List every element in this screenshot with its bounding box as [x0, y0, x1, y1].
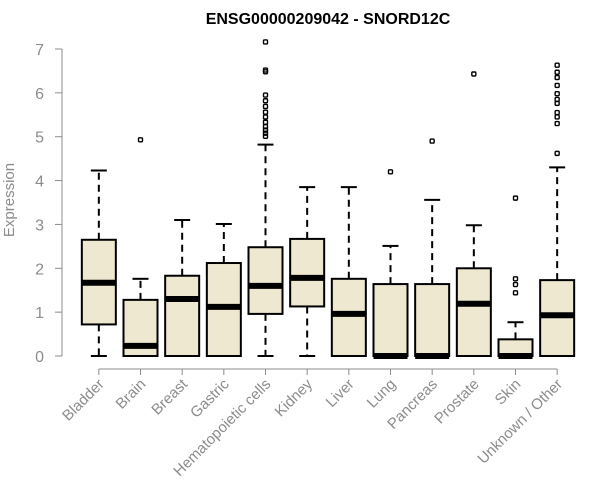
y-tick-label: 2 — [35, 261, 44, 278]
y-tick-label: 4 — [35, 174, 44, 191]
box-group — [247, 39, 284, 357]
y-axis: 0 1 2 3 4 5 6 7 — [35, 42, 63, 366]
box-iqr — [247, 246, 284, 315]
box-group — [497, 195, 534, 359]
outlier-point — [554, 114, 560, 120]
outlier-point — [262, 67, 269, 73]
box-iqr — [414, 283, 451, 357]
box-group — [330, 186, 367, 357]
box-group — [539, 62, 576, 357]
y-tick-label: 0 — [35, 349, 44, 366]
x-tick-label: Brain — [113, 376, 150, 413]
box-group — [164, 219, 201, 357]
x-tick-label: Bladder — [59, 376, 108, 425]
outlier-point — [262, 114, 269, 120]
x-tick-label: Skin — [492, 376, 525, 409]
outlier-point — [137, 137, 144, 143]
box-group — [455, 71, 492, 357]
x-tick-label: Lung — [364, 376, 400, 412]
box-group — [289, 186, 326, 357]
chart-title: ENSG00000209042 - SNORD12C — [206, 11, 451, 28]
outlier-point — [554, 62, 560, 68]
x-tick-label: Liver — [323, 376, 358, 411]
outlier-point — [512, 276, 519, 282]
outlier-point — [512, 290, 519, 296]
outlier-point — [554, 82, 560, 89]
x-tick-label: Prostate — [431, 376, 483, 428]
outlier-point — [262, 92, 269, 98]
y-tick-label: 3 — [35, 217, 44, 234]
x-tick-label: Breast — [148, 375, 191, 418]
box-iqr — [372, 283, 409, 357]
box-iqr — [289, 237, 326, 308]
outlier-point — [512, 281, 519, 288]
outlier-point — [262, 123, 269, 130]
outlier-point — [262, 133, 269, 139]
outlier-point — [262, 119, 269, 125]
outlier-point — [554, 120, 560, 127]
box-group — [205, 222, 242, 357]
outlier-point — [262, 39, 269, 45]
y-axis-label: Expression — [1, 163, 18, 237]
outlier-point — [262, 130, 269, 136]
outlier-point — [471, 71, 477, 77]
y-tick-label: 5 — [35, 130, 44, 147]
outlier-point — [387, 169, 394, 175]
x-tick-label: Kidney — [272, 375, 317, 420]
box-group — [372, 169, 409, 359]
outlier-point — [554, 109, 560, 116]
outlier-point — [262, 103, 269, 110]
y-tick-label: 7 — [35, 42, 44, 59]
y-tick-label: 1 — [35, 305, 44, 322]
outlier-point — [262, 109, 269, 115]
box-iqr — [164, 274, 201, 357]
outlier-point — [554, 150, 560, 157]
outlier-point — [512, 195, 519, 201]
box-series — [80, 39, 576, 359]
y-tick-label: 6 — [35, 86, 44, 103]
box-group — [414, 138, 451, 359]
outlier-point — [554, 74, 560, 81]
box-iqr — [455, 267, 492, 357]
box-group — [122, 137, 159, 357]
outlier-point — [429, 138, 435, 144]
box-iqr — [330, 277, 367, 357]
outlier-point — [262, 98, 269, 104]
outlier-point — [554, 96, 560, 103]
box-group — [80, 169, 117, 357]
outlier-point — [554, 91, 560, 97]
outlier-point — [554, 69, 560, 75]
